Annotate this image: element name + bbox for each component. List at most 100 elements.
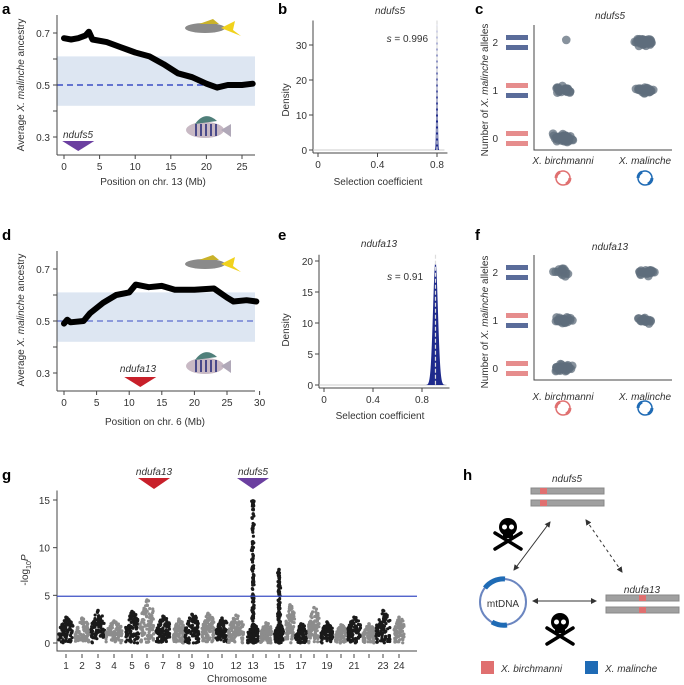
- snp-point: [113, 630, 117, 634]
- snp-point: [330, 636, 334, 640]
- snp-point: [353, 641, 357, 645]
- snp-point: [328, 624, 333, 628]
- panel-e-annotation: s = 0.91: [387, 272, 423, 283]
- snp-point: [208, 626, 212, 630]
- panel-e-title: ndufa13: [361, 239, 398, 250]
- snp-point: [211, 618, 215, 622]
- snp-point: [276, 630, 280, 634]
- snp-point: [119, 641, 123, 645]
- snp-point: [388, 637, 392, 641]
- snp-peak-point: [299, 622, 303, 626]
- snp-point: [94, 634, 98, 638]
- panel-g-gene2-label: ndufs5: [238, 467, 268, 478]
- y-tick-label: 10: [39, 544, 51, 555]
- panel-h-gene-top: ndufs5: [552, 474, 582, 485]
- legend-swatch-birchmanni: [481, 661, 494, 674]
- x-tick-label: 6: [144, 661, 150, 672]
- y-tick-label: 0: [44, 639, 50, 650]
- snp-point: [252, 566, 256, 570]
- skull-eye: [502, 524, 507, 530]
- snp-point: [397, 640, 401, 644]
- snp-point: [208, 636, 212, 640]
- genotype-point: [554, 84, 563, 93]
- snp-point: [100, 633, 104, 637]
- snp-point: [239, 621, 243, 625]
- snp-peak-point: [112, 619, 116, 623]
- snp-point: [141, 630, 145, 634]
- snp-point: [268, 628, 272, 632]
- y-tick-label: 15: [302, 288, 314, 299]
- snp-point: [367, 633, 371, 637]
- snp-point: [148, 620, 152, 624]
- snp-point: [268, 631, 272, 636]
- snp-point: [81, 639, 85, 643]
- fish-stripe: [205, 360, 207, 372]
- skull-crossbone: [545, 626, 575, 646]
- snp-point: [361, 639, 365, 644]
- snp-point: [190, 623, 195, 628]
- snp-point: [313, 637, 317, 641]
- snp-point: [383, 634, 388, 638]
- fish-stripe: [215, 124, 217, 136]
- snp-point: [354, 625, 358, 630]
- snp-point: [356, 630, 360, 634]
- ndufa13-chromosome-2-introgression: [639, 607, 646, 613]
- x-tick-label: 10: [124, 398, 136, 409]
- panel-a-gene-label: ndufs5: [63, 130, 93, 141]
- y-tick-label: 0.3: [36, 369, 50, 380]
- y-tick-label: 0.7: [36, 265, 50, 276]
- snp-point: [86, 633, 91, 637]
- snp-point: [181, 634, 185, 639]
- chromosome-bar: [506, 265, 528, 270]
- snp-point: [268, 636, 272, 640]
- fish-stripe: [210, 360, 212, 372]
- snp-point: [73, 639, 78, 643]
- snp-point: [276, 603, 280, 607]
- snp-point: [175, 632, 179, 636]
- snp-point: [336, 629, 341, 633]
- y-tick-label: 5: [44, 591, 50, 602]
- x-tick-label: 0: [321, 395, 327, 406]
- panel-d-ylabel: Average X. malinche ancestry: [16, 254, 27, 387]
- y-tick-label: 0: [492, 364, 498, 375]
- snp-point: [108, 624, 112, 628]
- snp-point: [252, 622, 256, 627]
- snp-point: [255, 632, 259, 637]
- panel-b-ylabel: Density: [281, 83, 292, 116]
- snp-point: [316, 640, 320, 644]
- snp-point: [139, 639, 144, 643]
- snp-point: [167, 627, 172, 631]
- snp-point: [144, 607, 148, 612]
- snp-point: [99, 625, 103, 630]
- snp-point: [343, 631, 347, 635]
- fish-xmalinche-body: [185, 23, 225, 33]
- snp-point: [129, 639, 133, 643]
- snp-point: [371, 637, 375, 641]
- ancestry-curve: [61, 281, 260, 327]
- snp-point: [223, 620, 227, 625]
- snp-point: [162, 638, 166, 642]
- snp-point: [116, 628, 120, 632]
- panel-h-mtdna-label: mtDNA: [487, 599, 520, 610]
- snp-point: [158, 624, 162, 628]
- snp-point: [141, 617, 145, 622]
- snp-peak-point: [277, 567, 281, 572]
- snp-point: [252, 632, 256, 636]
- snp-point: [388, 626, 392, 630]
- panel-g-gene1-label: ndufa13: [136, 467, 173, 478]
- genotype-point: [646, 316, 655, 325]
- snp-point: [316, 622, 320, 627]
- mtdna-arrow: [647, 407, 654, 416]
- x-tick-label: 7: [160, 661, 166, 672]
- snp-point: [180, 620, 184, 624]
- snp-point: [342, 628, 346, 632]
- x-tick-label: 13: [247, 661, 259, 672]
- snp-peak-point: [190, 612, 194, 617]
- snp-point: [73, 636, 78, 641]
- snp-point: [280, 624, 284, 628]
- x-tick-label: 19: [321, 661, 333, 672]
- snp-point: [192, 632, 196, 636]
- snp-point: [337, 626, 341, 630]
- snp-point: [222, 627, 226, 631]
- chromosome-bar: [506, 371, 528, 376]
